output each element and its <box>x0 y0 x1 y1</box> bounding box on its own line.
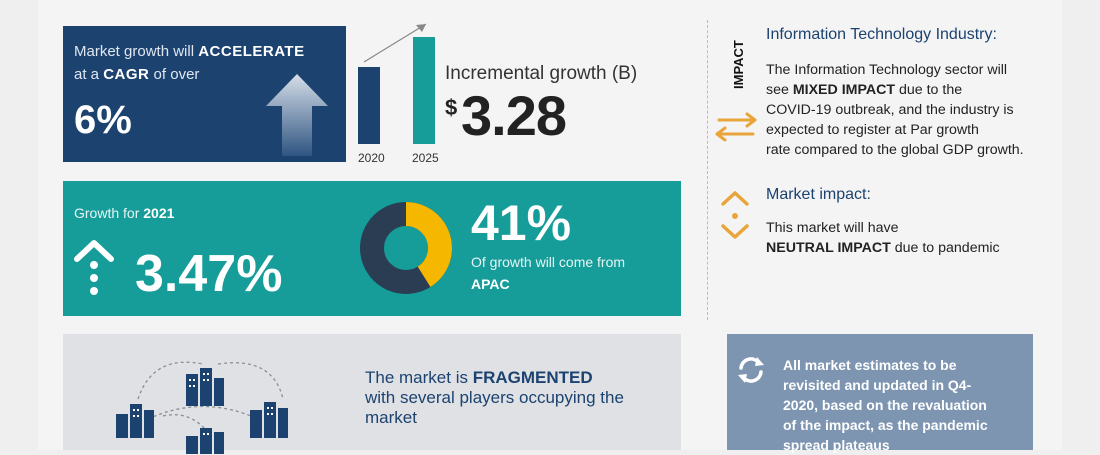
mixed-impact: MIXED IMPACT <box>792 82 896 98</box>
industry-body-line-1: The Information Technology sector will <box>766 62 1008 78</box>
industry-body: The Information Technology sector will s… <box>766 60 1062 160</box>
exchange-arrows-icon <box>715 112 757 142</box>
estimates-note: All market estimates to be revisited and… <box>783 355 1019 455</box>
market-impact-line-1: This market will have <box>766 220 899 236</box>
industry-body-line-3: COVID-19 outbreak, and the industry is <box>766 102 1014 118</box>
note-line-1: All market estimates to be <box>783 357 957 373</box>
cagr-line-1: Market growth will ACCELERATE <box>74 43 305 60</box>
trend-line <box>363 23 427 63</box>
donut-chart-icon <box>360 202 452 294</box>
growth-for-text: Growth for <box>74 205 140 221</box>
market-structure-panel: The market is FRAGMENTED with several pl… <box>63 334 681 454</box>
impact-vertical-text: IMPACT <box>731 40 746 89</box>
incremental-value: 3.28 <box>461 84 567 147</box>
impact-vertical-label: IMPACT <box>731 40 746 89</box>
growth-year-value: 3.47% <box>135 245 283 303</box>
city-buildings-icon <box>116 361 288 454</box>
cagr-panel: Market growth will ACCELERATE at a CAGR … <box>63 26 346 162</box>
industry-body-line-2-suffix: due to the <box>898 82 963 98</box>
chevron-up-down-icon <box>721 191 749 239</box>
estimates-note-panel: All market estimates to be revisited and… <box>727 334 1033 453</box>
share-text: Of growth will come from <box>471 254 626 270</box>
growth-year-panel: Growth for 2021 3.47% 41% Of growth will… <box>63 181 681 316</box>
cagr-line-2: at a CAGR of over <box>74 66 199 83</box>
market-impact-title: Market impact: <box>766 186 871 203</box>
share-region: APAC <box>471 276 510 292</box>
cagr-accelerate: ACCELERATE <box>198 43 305 60</box>
donut-share-arc <box>360 202 452 294</box>
market-impact-line-2-suffix: due to pandemic <box>894 240 1000 256</box>
note-line-3: 2020, based on the revaluation <box>783 397 987 413</box>
year-2020-label: 2020 <box>358 151 385 165</box>
growth-for-label: Growth for 2021 <box>74 205 174 221</box>
market-impact-line-2: NEUTRAL IMPACT due to pandemic <box>766 238 1000 258</box>
cagr-line1-prefix: Market growth will <box>74 43 195 60</box>
share-value: 41% <box>471 195 572 251</box>
cagr-line2-prefix: at a <box>74 66 100 83</box>
refresh-icon <box>738 357 764 383</box>
market-structure-line-2: with several players occupying the <box>365 388 624 407</box>
cagr-label: CAGR <box>103 66 150 83</box>
fragmented-label: FRAGMENTED <box>472 368 593 387</box>
growth-mini-bars: 2020 2025 <box>358 23 439 165</box>
trend-arrowhead <box>416 24 426 32</box>
cagr-line2-suffix: of over <box>153 66 200 83</box>
industry-body-line-4: expected to register at Par growth <box>766 122 979 138</box>
currency-symbol: $ <box>445 95 457 120</box>
industry-body-line-5: rate compared to the global GDP growth. <box>766 142 1024 158</box>
note-line-5: spread plateaus <box>783 437 890 453</box>
industry-title: Information Technology Industry: <box>766 26 997 43</box>
bar-2025 <box>413 37 435 144</box>
cagr-value: 6% <box>74 98 132 142</box>
market-structure-prefix: The market is <box>365 368 468 387</box>
donut-hole <box>387 229 425 267</box>
dotted-arrow-icon <box>74 240 114 295</box>
industry-body-line-2: see MIXED IMPACT due to the <box>766 80 1062 100</box>
column-divider <box>707 20 708 320</box>
market-structure-line-1: The market is FRAGMENTED <box>365 368 675 388</box>
neutral-impact: NEUTRAL IMPACT <box>766 240 891 256</box>
bar-2020 <box>358 67 380 144</box>
incremental-growth: Incremental growth (B) $ 3.28 <box>445 63 685 148</box>
growth-year: 2021 <box>143 205 175 221</box>
note-line-4: of the impact, as the pandemic <box>783 417 988 433</box>
year-2025-label: 2025 <box>412 151 439 165</box>
industry-body-line-2-prefix: see <box>766 82 789 98</box>
note-line-2: revisited and updated in Q4- <box>783 377 972 393</box>
market-impact-body: This market will have NEUTRAL IMPACT due… <box>766 218 1000 258</box>
up-arrow-icon <box>266 74 328 156</box>
incremental-label: Incremental growth (B) <box>445 63 638 84</box>
incremental-value-wrap: $ 3.28 <box>445 83 685 148</box>
market-structure-line-3: market <box>365 408 417 427</box>
market-structure-text: The market is FRAGMENTED with several pl… <box>365 368 675 428</box>
